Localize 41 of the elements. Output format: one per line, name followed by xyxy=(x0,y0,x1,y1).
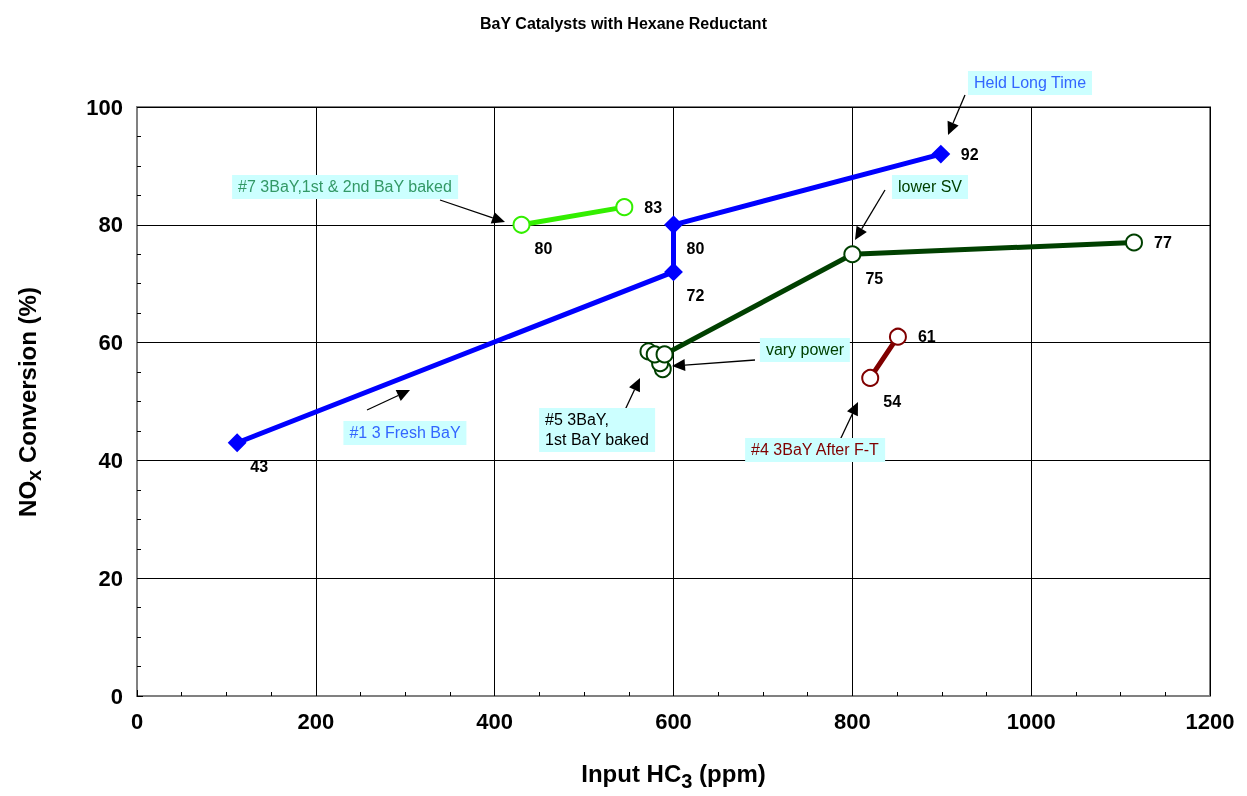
y-tick-label: 100 xyxy=(86,94,123,120)
y-tick-label: 40 xyxy=(98,447,123,473)
data-label: 92 xyxy=(960,145,979,163)
x-tick-label: 200 xyxy=(297,708,335,734)
chart-title: BaY Catalysts with Hexane Reductant xyxy=(480,14,768,32)
point xyxy=(512,215,531,234)
annotation: #5 3BaY, 1st BaY baked xyxy=(539,408,655,452)
annotation: #4 3BaY After F-T xyxy=(745,438,885,462)
point xyxy=(843,245,862,264)
data-label: 77 xyxy=(1154,233,1172,251)
x-axis-title: Input HC$_{3}$ (ppm) xyxy=(581,760,766,793)
y-tick-label: 60 xyxy=(98,330,123,356)
x-tick-label: 0 xyxy=(130,708,144,734)
annotation: #7 3BaY,1st & 2nd BaY baked xyxy=(232,175,458,199)
x-tick-label: 1200 xyxy=(1185,708,1235,734)
point xyxy=(1125,233,1143,252)
data-label: 80 xyxy=(686,240,705,258)
point xyxy=(888,327,907,346)
annotation: #1 3 Fresh BaY xyxy=(343,421,467,445)
y-tick-label: 80 xyxy=(98,212,123,238)
x-tick-label: 1000 xyxy=(1006,708,1056,734)
y-tick-label: 20 xyxy=(98,565,123,591)
x-tick-label: 800 xyxy=(833,708,871,734)
annotation: vary power xyxy=(759,338,851,362)
point xyxy=(615,198,634,217)
x-tick-label: 600 xyxy=(655,708,692,734)
x-tick-label: 400 xyxy=(476,708,514,734)
data-label: 80 xyxy=(534,240,553,258)
data-label: 54 xyxy=(883,393,902,411)
annotation: lower SV xyxy=(891,175,969,199)
data-label: 75 xyxy=(865,269,884,287)
point xyxy=(861,368,880,387)
data-label: 83 xyxy=(644,198,663,216)
y-tick-label: 0 xyxy=(110,683,123,709)
point xyxy=(228,433,247,452)
data-label: 61 xyxy=(917,328,936,346)
point xyxy=(664,215,683,234)
data-label: 72 xyxy=(686,287,705,305)
point xyxy=(655,345,674,364)
point xyxy=(931,145,950,164)
text: Held Long Time xyxy=(967,71,1093,95)
